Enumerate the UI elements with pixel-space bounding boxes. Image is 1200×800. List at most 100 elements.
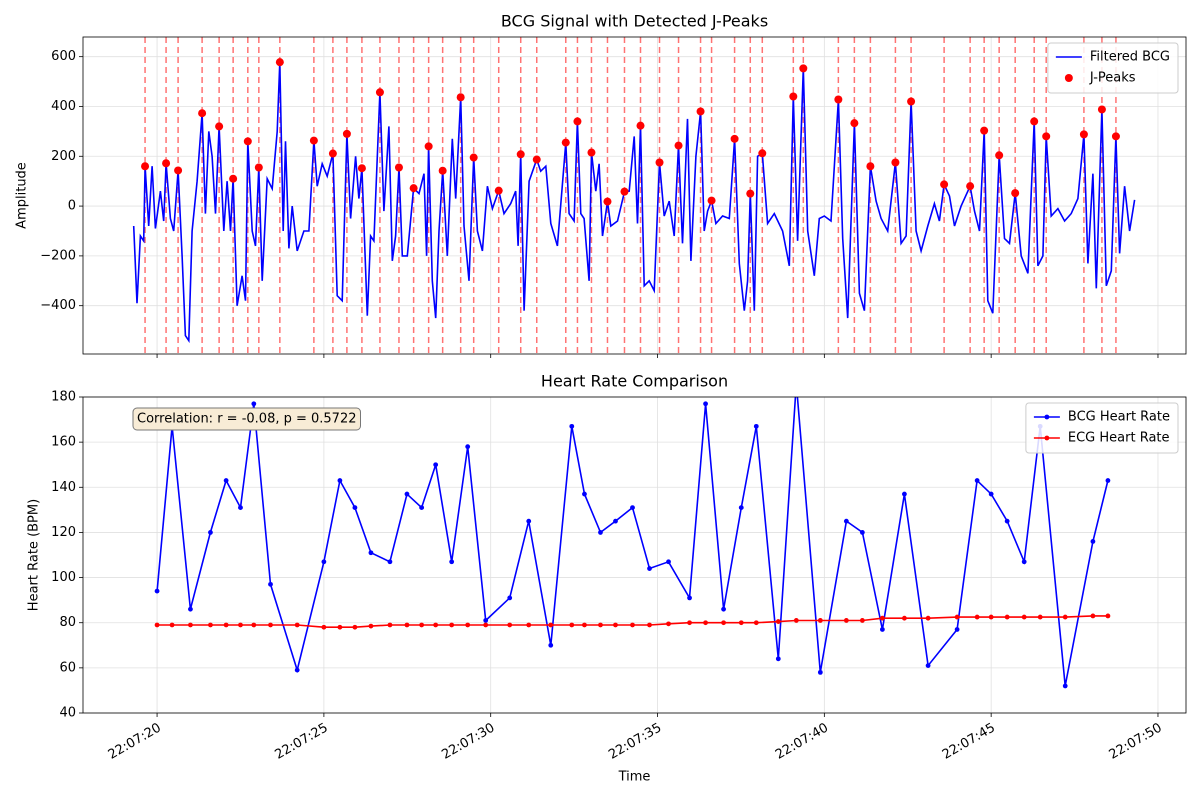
point — [674, 141, 683, 150]
point — [357, 164, 366, 173]
point — [703, 401, 708, 407]
point — [730, 134, 739, 143]
point — [1004, 614, 1010, 620]
y-tick-label: 100 — [51, 570, 76, 585]
point — [321, 624, 327, 630]
point — [507, 595, 513, 601]
y-axis-label: Amplitude — [15, 162, 30, 229]
point — [925, 663, 931, 668]
point — [438, 166, 447, 175]
point — [208, 530, 213, 535]
point — [516, 150, 525, 159]
point — [793, 618, 799, 623]
point — [404, 491, 410, 497]
point — [587, 148, 596, 157]
legend-box — [1025, 402, 1179, 454]
point — [746, 189, 755, 198]
point — [1030, 117, 1039, 126]
legend-label: Filtered BCG — [1090, 50, 1170, 65]
point — [342, 129, 351, 138]
point — [1011, 189, 1020, 198]
point — [598, 622, 603, 628]
point — [449, 622, 455, 628]
legend-marker — [1044, 435, 1050, 441]
point — [647, 622, 652, 628]
point — [275, 58, 284, 67]
point — [561, 138, 570, 147]
legend: Filtered BCG J-Peaks — [1047, 42, 1179, 94]
point — [966, 182, 975, 191]
point — [141, 162, 150, 171]
point — [424, 142, 433, 151]
point — [974, 614, 980, 620]
point — [352, 505, 358, 510]
legend-marker — [1044, 414, 1050, 420]
point — [1105, 613, 1111, 619]
point — [465, 622, 471, 628]
point — [419, 505, 425, 510]
point — [843, 518, 849, 524]
point — [834, 95, 843, 104]
y-tick-label: 140 — [51, 480, 76, 495]
point — [494, 186, 503, 195]
chart-title: BCG Signal with Detected J-Peaks — [501, 12, 768, 31]
point — [254, 163, 263, 172]
point — [174, 166, 183, 175]
point — [548, 642, 554, 648]
point — [368, 550, 374, 556]
point — [630, 622, 635, 628]
point — [337, 624, 343, 630]
point — [1021, 559, 1027, 565]
point — [775, 656, 781, 662]
point — [866, 162, 875, 171]
point — [655, 158, 664, 167]
point — [613, 518, 618, 524]
point — [1090, 539, 1096, 544]
y-tick-label: 180 — [51, 390, 76, 405]
point — [817, 618, 823, 623]
point — [268, 581, 273, 587]
point — [154, 622, 160, 628]
point — [188, 622, 193, 628]
point — [1037, 614, 1043, 620]
point — [907, 97, 916, 106]
point — [753, 620, 759, 626]
point — [352, 624, 358, 630]
point — [1004, 518, 1010, 524]
point — [268, 622, 273, 628]
point — [879, 615, 885, 621]
point — [707, 196, 716, 205]
point — [526, 622, 532, 628]
point — [995, 151, 1004, 160]
point — [775, 619, 781, 624]
axes-frame — [82, 396, 1187, 714]
x-axis-label: Time — [618, 770, 651, 785]
point — [223, 622, 229, 628]
y-tick-label: −200 — [40, 248, 76, 263]
point — [859, 618, 865, 623]
point — [598, 530, 603, 535]
y-axis-label: Heart Rate (BPM) — [27, 499, 42, 611]
point — [507, 622, 513, 628]
chart-title: Heart Rate Comparison — [541, 372, 728, 391]
point — [1097, 105, 1106, 114]
point — [433, 622, 439, 628]
point — [526, 518, 532, 524]
point — [850, 119, 859, 128]
point — [1090, 613, 1096, 619]
point — [666, 621, 671, 627]
series-line — [157, 615, 1108, 628]
point — [294, 667, 300, 673]
y-tick-label: 80 — [59, 615, 76, 630]
point — [954, 614, 960, 620]
point — [469, 153, 478, 162]
point — [1062, 614, 1068, 620]
point — [368, 623, 374, 629]
point — [456, 93, 465, 102]
y-tick-label: 160 — [51, 435, 76, 450]
point — [902, 615, 907, 621]
point — [419, 622, 425, 628]
point — [465, 444, 471, 450]
legend-label: BCG Heart Rate — [1068, 410, 1170, 425]
point — [1042, 132, 1051, 141]
